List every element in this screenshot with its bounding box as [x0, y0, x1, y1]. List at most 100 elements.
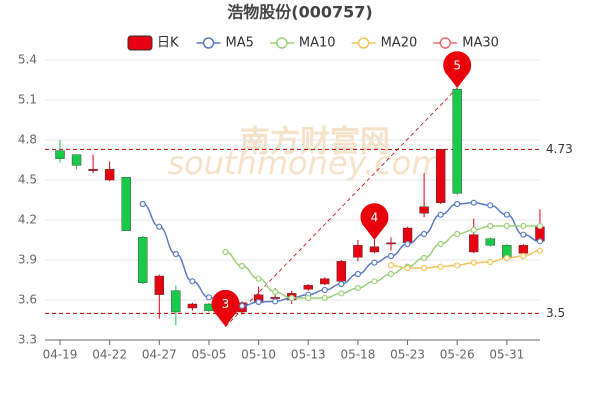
ma-point — [437, 263, 444, 270]
ma-point — [437, 211, 444, 218]
pin-label: 4 — [371, 211, 379, 225]
candle-body — [353, 245, 363, 258]
x-tick-label: 05-26 — [440, 348, 475, 362]
candle-body — [320, 278, 330, 285]
ma-point — [387, 262, 395, 269]
ma-point — [454, 262, 461, 269]
x-tick-label: 05-18 — [340, 348, 375, 362]
x-tick-label: 05-31 — [489, 348, 524, 362]
ma-point — [354, 270, 361, 278]
candle-body — [485, 238, 495, 246]
ma-point — [437, 240, 444, 248]
ma-point — [536, 238, 544, 245]
ma-point — [404, 264, 411, 272]
pin — [360, 203, 389, 240]
ma-point — [272, 298, 279, 305]
ma-point — [503, 222, 510, 230]
candle-body — [88, 169, 98, 171]
ma-point — [503, 254, 510, 262]
candle-body — [154, 275, 165, 295]
ma-point — [387, 270, 395, 278]
candle-body — [71, 154, 82, 166]
y-tick-label: 5.1 — [18, 93, 37, 107]
candle-body — [435, 149, 446, 203]
x-tick-label: 04-27 — [142, 348, 177, 362]
x-tick-label: 05-10 — [241, 348, 276, 362]
legend-label: 日K — [157, 36, 179, 51]
candle-body — [386, 242, 396, 245]
x-tick-label: 05-23 — [390, 348, 425, 362]
candle-body — [452, 89, 462, 194]
candle-body — [303, 285, 313, 290]
ma-line — [390, 249, 540, 269]
legend-marker — [357, 37, 370, 49]
candle-body — [138, 237, 148, 283]
ma-point — [255, 298, 262, 306]
legend-label: MA30 — [462, 36, 499, 51]
legend-marker — [439, 37, 451, 49]
ma-point — [421, 264, 428, 272]
y-tick-label: 4.2 — [18, 213, 37, 227]
candle-body — [171, 290, 181, 313]
ma-point — [139, 200, 146, 208]
y-tick-label: 3.6 — [18, 293, 37, 307]
ma-point — [255, 275, 262, 282]
ma-point — [454, 230, 461, 238]
ma-point — [387, 252, 395, 260]
pin — [211, 289, 240, 327]
y-tick-label: 4.5 — [18, 173, 37, 187]
x-tick-label: 05-13 — [291, 348, 326, 362]
y-tick-label: 5.4 — [18, 53, 37, 67]
pin-label: 5 — [453, 59, 461, 73]
pin — [443, 51, 472, 88]
ma-point — [404, 240, 411, 248]
y-tick-label: 3.3 — [18, 333, 37, 347]
reference-label: 3.5 — [546, 306, 565, 320]
legend-swatch — [127, 35, 153, 51]
ma-point — [520, 231, 527, 238]
ma-point — [272, 288, 279, 296]
ma-point — [338, 290, 345, 297]
candle-body — [419, 206, 429, 214]
ma-point — [470, 259, 477, 266]
ma-point — [454, 200, 461, 208]
ma-point — [172, 250, 179, 258]
candle-body — [369, 246, 380, 253]
ma-point — [338, 280, 345, 288]
candle-body — [518, 245, 529, 254]
y-tick-label: 3.9 — [18, 253, 37, 267]
ma-point — [470, 199, 477, 206]
ma-point — [536, 247, 544, 254]
ma-point — [156, 223, 163, 230]
ma-point — [189, 278, 196, 285]
ma-point — [487, 202, 494, 209]
ma-point — [536, 222, 544, 230]
legend-marker — [202, 37, 215, 49]
x-tick-label: 04-22 — [92, 348, 127, 362]
ma-point — [503, 211, 510, 218]
ma-point — [238, 262, 246, 270]
x-tick-label: 04-19 — [43, 348, 78, 362]
y-tick-label: 4.8 — [18, 133, 37, 147]
candle-body — [336, 261, 347, 282]
legend-label: MA10 — [299, 36, 336, 51]
watermark: 南方财富网 — [240, 125, 390, 160]
candle-body — [121, 177, 131, 231]
ma-point — [520, 222, 527, 230]
ma-point — [371, 278, 378, 285]
ma-point — [222, 248, 229, 256]
ma-point — [205, 294, 213, 301]
ma-point — [354, 284, 361, 292]
legend-marker — [276, 37, 288, 49]
candle-body — [55, 150, 65, 159]
ma-point — [470, 226, 477, 234]
ma-point — [305, 294, 312, 302]
candle-body — [402, 227, 413, 243]
candle-body — [104, 169, 115, 181]
legend-label: MA5 — [226, 36, 254, 51]
ma-point — [321, 294, 328, 302]
candle-body — [187, 303, 198, 309]
x-tick-label: 05-05 — [192, 348, 227, 362]
